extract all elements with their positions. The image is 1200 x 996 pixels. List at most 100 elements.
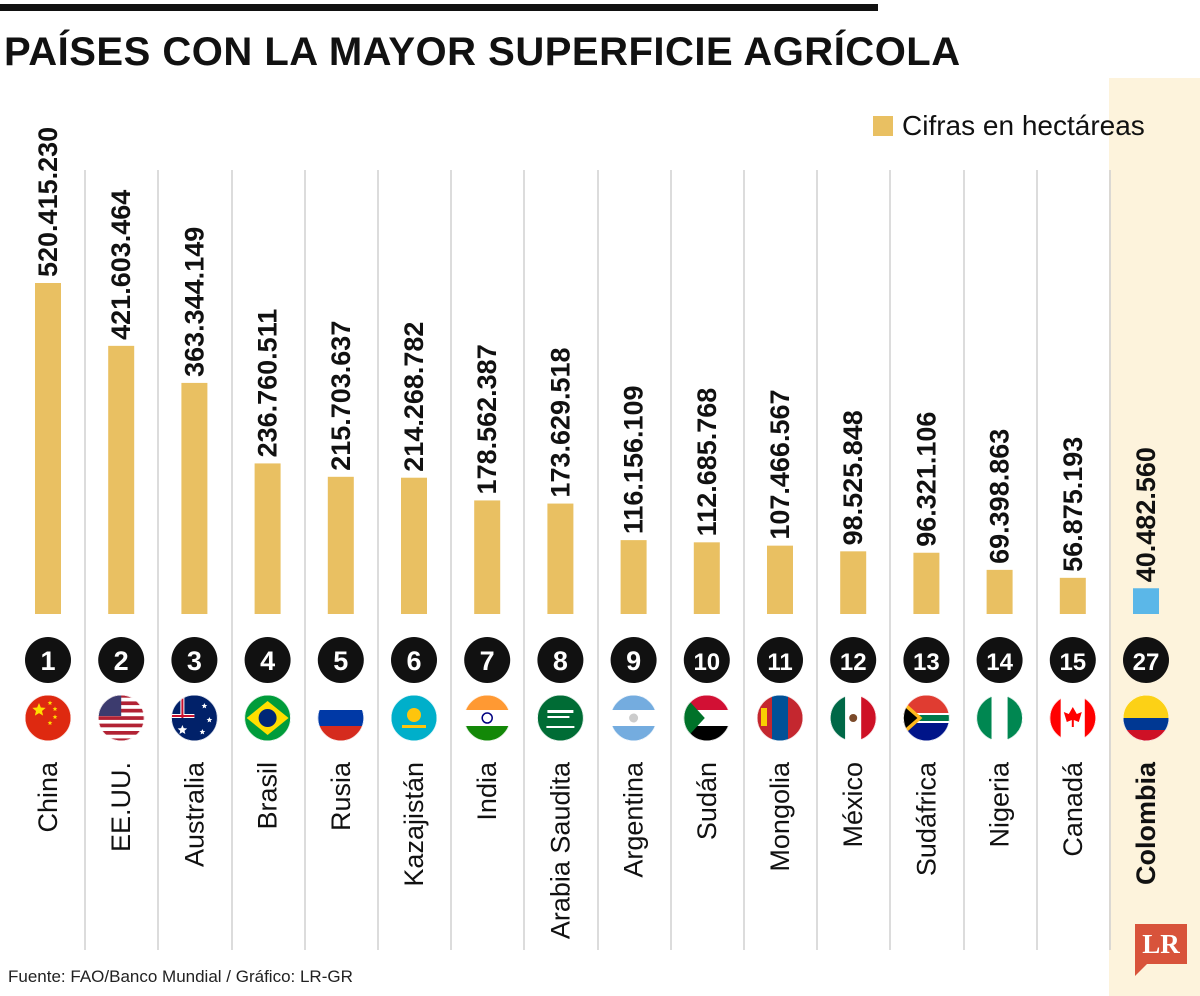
china-flag-icon	[25, 695, 71, 741]
rank-badge	[1049, 637, 1096, 683]
nigeria-flag-icon	[976, 695, 1023, 741]
bar	[1059, 577, 1086, 614]
country-label: Argentina	[619, 761, 649, 878]
value-label: 214.268.782	[399, 322, 429, 472]
rank-number: 15	[1059, 649, 1086, 676]
brazil-flag-icon	[244, 695, 291, 741]
rank-badge	[25, 637, 71, 683]
rank-number: 11	[767, 649, 792, 676]
rank-badge	[976, 637, 1023, 683]
rank-number: 1	[40, 646, 55, 676]
rank-badge	[171, 637, 218, 683]
rank-badge	[830, 637, 877, 683]
bar	[767, 545, 793, 614]
rank-number: 5	[333, 646, 348, 676]
value-label: 363.344.149	[179, 227, 209, 377]
country-label: Sudán	[692, 762, 722, 840]
legend: Cifras en hectáreas	[873, 110, 1145, 142]
rank-number: 9	[626, 646, 641, 676]
rank-badge	[98, 637, 145, 683]
country-label: Mongolia	[765, 761, 795, 872]
rank-number: 8	[553, 646, 568, 676]
value-label: 112.685.768	[692, 388, 722, 537]
legend-swatch	[873, 116, 893, 136]
rank-number: 12	[840, 649, 867, 676]
rank-number: 2	[114, 646, 129, 676]
lr-logo-tail	[1135, 962, 1149, 976]
value-label: 421.603.464	[106, 190, 136, 340]
bar	[693, 542, 720, 614]
bar	[986, 569, 1013, 614]
canada-flag-icon	[1049, 695, 1096, 741]
bar	[35, 283, 61, 614]
rank-number: 27	[1133, 649, 1160, 676]
lr-logo	[1135, 924, 1187, 964]
bar	[181, 382, 208, 614]
saudi-arabia-flag-icon	[537, 695, 584, 741]
country-label: Brasil	[253, 762, 283, 830]
country-label: China	[33, 761, 63, 833]
bar	[840, 551, 867, 614]
india-flag-icon	[464, 695, 511, 741]
bar	[913, 552, 940, 614]
bar	[108, 345, 135, 614]
mongolia-flag-icon	[757, 695, 803, 741]
value-label: 236.760.511	[253, 309, 283, 458]
value-label: 107.466.567	[765, 389, 795, 539]
country-label: Australia	[179, 761, 209, 867]
rank-number: 6	[406, 646, 421, 676]
source-note: Fuente: FAO/Banco Mundial / Gráfico: LR-…	[8, 967, 353, 986]
country-label: México	[838, 762, 868, 848]
value-label: 116.156.109	[619, 385, 649, 534]
value-label: 173.629.518	[545, 347, 575, 497]
mexico-flag-icon	[830, 695, 877, 741]
country-label: Arabia Saudita	[545, 761, 575, 939]
country-label: Sudáfrica	[911, 761, 941, 876]
colombia-highlight-panel	[1109, 78, 1200, 996]
rank-number: 14	[986, 649, 1013, 676]
country-label: Rusia	[326, 761, 356, 831]
russia-flag-icon	[317, 695, 364, 741]
value-label: 215.703.637	[326, 321, 356, 471]
rank-number: 3	[187, 646, 202, 676]
australia-flag-icon	[171, 695, 218, 741]
value-label: 69.398.863	[985, 429, 1015, 564]
rank-badge	[683, 637, 730, 683]
bar	[327, 476, 354, 614]
rank-number: 7	[480, 646, 495, 676]
country-label: India	[472, 761, 502, 821]
bar	[474, 500, 501, 614]
south-africa-flag-icon	[903, 695, 950, 741]
bar	[401, 477, 427, 614]
rank-number: 4	[260, 646, 275, 676]
rank-badge	[391, 637, 437, 683]
value-label: 96.321.106	[911, 412, 941, 547]
rank-badge	[244, 637, 291, 683]
sudan-flag-icon	[683, 695, 730, 741]
value-label: 520.415.230	[33, 127, 63, 277]
bar	[254, 463, 281, 614]
country-label: Nigeria	[985, 761, 1015, 848]
country-label: Canadá	[1058, 761, 1088, 857]
rank-badge	[903, 637, 950, 683]
bar	[547, 503, 574, 614]
rank-badge	[464, 637, 511, 683]
argentina-flag-icon	[610, 695, 657, 741]
rank-badge	[537, 637, 584, 683]
usa-flag-icon	[98, 695, 145, 741]
value-label: 40.482.560	[1131, 447, 1161, 582]
rank-badge	[610, 637, 657, 683]
value-label: 178.562.387	[472, 344, 502, 494]
rank-number: 10	[693, 649, 720, 676]
country-label: EE.UU.	[106, 762, 136, 852]
legend-label: Cifras en hectáreas	[902, 110, 1145, 141]
colombia-flag-icon	[1123, 695, 1169, 741]
country-label: Colombia	[1131, 761, 1161, 885]
kazakhstan-flag-icon	[391, 695, 437, 741]
value-label: 56.875.193	[1058, 437, 1088, 572]
rank-badge	[317, 637, 364, 683]
chart-title: PAÍSES CON LA MAYOR SUPERFICIE AGRÍCOLA	[4, 30, 961, 74]
bar	[620, 540, 647, 614]
bar	[1133, 588, 1159, 614]
